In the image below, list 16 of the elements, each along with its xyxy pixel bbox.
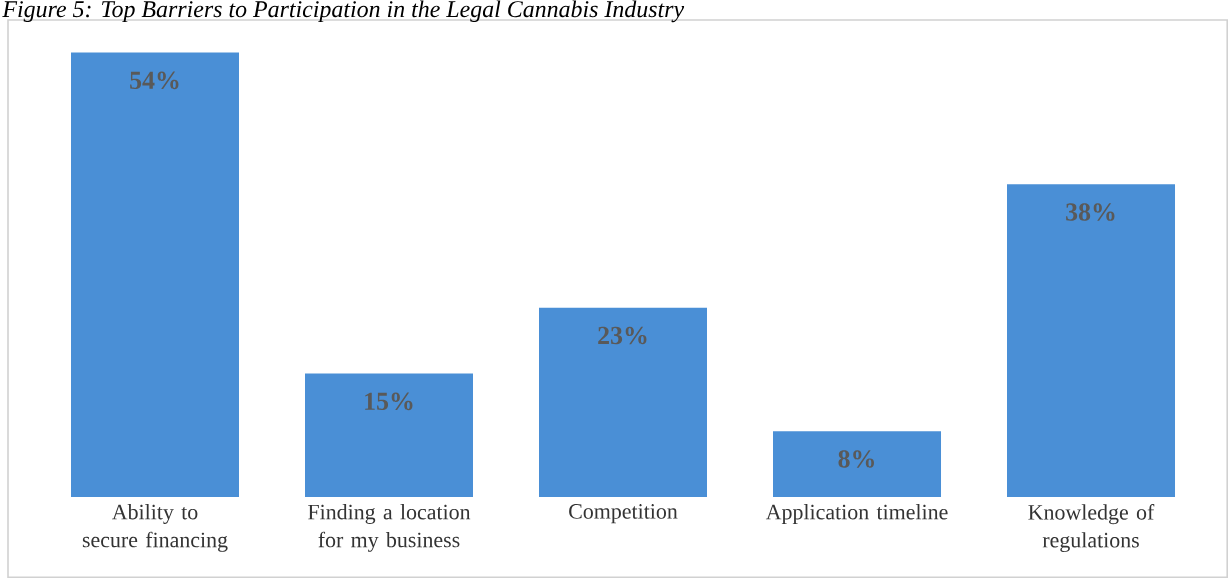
data-label: 23% [598,326,647,345]
bar [305,373,473,497]
x-tick-label: Ability to secure financing [82,504,228,552]
x-tick-label: Competition [569,504,678,524]
x-tick-label: Application timeline [765,504,948,524]
data-label: 15% [365,392,413,411]
data-label: 38% [1066,203,1115,221]
data-label: 54% [130,71,179,90]
x-tick-label: Finding a location for my business [308,504,471,552]
chart-title: Figure 5: Top Barriers to Participation in the Legal Cannabis Industry [2,0,685,23]
bar [773,431,942,497]
bar [71,52,239,497]
x-tick-label: Knowledge of regulations [1028,504,1155,553]
bar [1007,184,1176,497]
bar [539,307,707,497]
data-label: 8% [838,450,874,468]
